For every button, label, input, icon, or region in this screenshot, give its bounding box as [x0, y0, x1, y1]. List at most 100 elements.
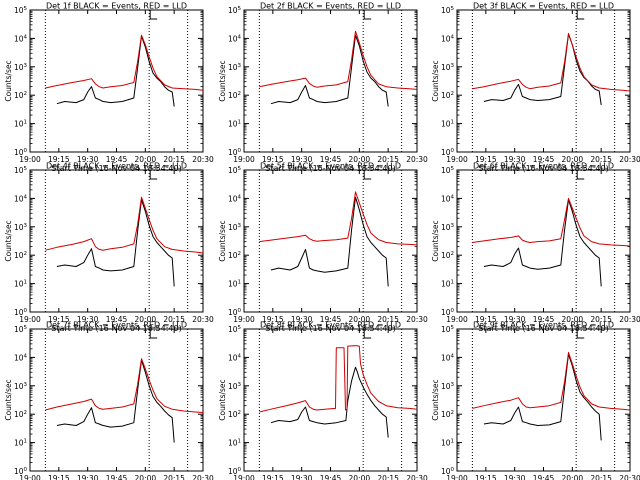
lld-series-line — [45, 358, 204, 413]
y-tick-label: 102 — [441, 251, 454, 260]
lld-series-line — [45, 34, 204, 91]
x-tick-label: 20:30 — [406, 155, 428, 164]
x-tick-label: 20:00 — [349, 474, 371, 480]
x-tick-label: 20:30 — [406, 474, 428, 480]
y-tick-label: 101 — [228, 280, 241, 289]
y-tick-base: 10 — [14, 382, 24, 391]
y-tick-base: 10 — [441, 280, 451, 289]
y-tick-exponent: 5 — [24, 325, 28, 331]
time-bracket-mark — [149, 329, 158, 339]
lld-series-line — [45, 196, 204, 254]
x-tick-label: 19:15 — [262, 474, 284, 480]
y-axis-label: Counts/sec — [431, 379, 440, 420]
y-tick-base: 10 — [14, 34, 24, 43]
x-axis-label: Start Time (16-Nov-04 18:54:40) — [478, 164, 608, 173]
lld-series-line — [259, 191, 418, 246]
y-tick-label: 102 — [441, 91, 454, 100]
y-tick-exponent: 3 — [24, 223, 28, 229]
y-tick-base: 10 — [14, 308, 24, 317]
y-tick-exponent: 1 — [24, 280, 28, 286]
y-tick-base: 10 — [14, 410, 24, 419]
lld-series-line — [472, 197, 631, 247]
y-tick-exponent: 2 — [24, 410, 28, 416]
y-tick-base: 10 — [228, 251, 238, 260]
y-tick-exponent: 0 — [238, 467, 242, 473]
panel-title: Det 1f BLACK = Events, RED = LLD — [46, 2, 187, 11]
y-tick-base: 10 — [441, 308, 451, 317]
y-tick-label: 103 — [14, 223, 28, 232]
y-tick-base: 10 — [14, 6, 24, 15]
x-tick-label: 19:30 — [291, 315, 313, 324]
y-tick-label: 105 — [228, 325, 242, 334]
x-axis-label: Start Time (16-Nov-04 18:54:40) — [265, 164, 395, 173]
time-bracket-mark — [576, 329, 585, 339]
x-tick-label: 19:00 — [19, 474, 41, 480]
y-tick-exponent: 0 — [451, 467, 455, 473]
y-tick-exponent: 0 — [238, 148, 242, 154]
panel-title: Det 4f BLACK = Events, RED = LLD — [46, 162, 187, 171]
x-tick-label: 20:15 — [590, 315, 612, 324]
y-tick-base: 10 — [14, 194, 24, 203]
x-tick-label: 20:30 — [619, 155, 640, 164]
x-tick-label: 19:00 — [446, 474, 468, 480]
x-tick-label: 19:00 — [233, 315, 255, 324]
y-axis-label: Counts/sec — [218, 220, 227, 261]
y-tick-base: 10 — [14, 223, 24, 232]
lld-series-line — [472, 32, 631, 92]
x-tick-label: 20:30 — [406, 315, 428, 324]
y-tick-exponent: 4 — [238, 34, 242, 40]
x-tick-label: 19:45 — [533, 315, 555, 324]
y-tick-label: 103 — [228, 382, 242, 391]
y-tick-exponent: 3 — [451, 382, 455, 388]
y-tick-exponent: 1 — [451, 120, 455, 126]
y-tick-base: 10 — [228, 410, 238, 419]
x-tick-label: 19:45 — [106, 474, 128, 480]
y-tick-base: 10 — [14, 439, 24, 448]
y-tick-base: 10 — [228, 439, 238, 448]
x-tick-label: 20:15 — [377, 315, 399, 324]
x-tick-label: 19:45 — [320, 474, 342, 480]
y-tick-label: 104 — [441, 34, 455, 43]
y-tick-label: 102 — [228, 410, 241, 419]
x-tick-label: 19:00 — [19, 315, 41, 324]
events-series-line — [483, 353, 602, 441]
y-tick-exponent: 5 — [24, 166, 28, 172]
y-tick-base: 10 — [228, 223, 238, 232]
y-tick-label: 104 — [228, 194, 242, 203]
y-tick-exponent: 4 — [451, 34, 455, 40]
y-tick-exponent: 5 — [238, 6, 242, 12]
y-tick-exponent: 5 — [451, 6, 455, 12]
y-tick-label: 105 — [441, 6, 455, 15]
y-tick-label: 103 — [14, 63, 28, 72]
x-tick-label: 20:00 — [562, 155, 584, 164]
y-tick-exponent: 2 — [238, 91, 242, 97]
y-tick-base: 10 — [14, 91, 24, 100]
y-axis-label: Counts/sec — [431, 220, 440, 261]
y-tick-label: 100 — [14, 148, 28, 157]
y-tick-label: 104 — [14, 353, 28, 362]
y-tick-base: 10 — [441, 148, 451, 157]
y-tick-exponent: 3 — [238, 63, 242, 69]
y-tick-base: 10 — [14, 251, 24, 260]
y-tick-label: 104 — [441, 194, 455, 203]
x-tick-label: 20:30 — [192, 474, 214, 480]
x-tick-label: 19:15 — [475, 474, 497, 480]
y-tick-exponent: 1 — [238, 439, 242, 445]
y-tick-label: 101 — [14, 439, 27, 448]
y-tick-base: 10 — [228, 325, 238, 334]
lld-series-line — [259, 345, 418, 413]
y-tick-exponent: 3 — [451, 63, 455, 69]
panel-7: Det 7f BLACK = Events, RED = LLD 19:00 19:… — [4, 321, 214, 480]
y-tick-label: 103 — [228, 223, 242, 232]
x-tick-label: 19:30 — [77, 315, 99, 324]
y-tick-base: 10 — [441, 6, 451, 15]
y-tick-base: 10 — [14, 353, 24, 362]
y-tick-exponent: 4 — [451, 194, 455, 200]
events-series-line — [56, 199, 175, 287]
y-tick-label: 104 — [14, 194, 28, 203]
y-tick-exponent: 4 — [24, 353, 28, 359]
x-tick-label: 20:00 — [349, 315, 371, 324]
y-tick-label: 100 — [14, 467, 28, 476]
panel-1: Det 1f BLACK = Events, RED = LLD 19:00 19:… — [4, 2, 214, 174]
